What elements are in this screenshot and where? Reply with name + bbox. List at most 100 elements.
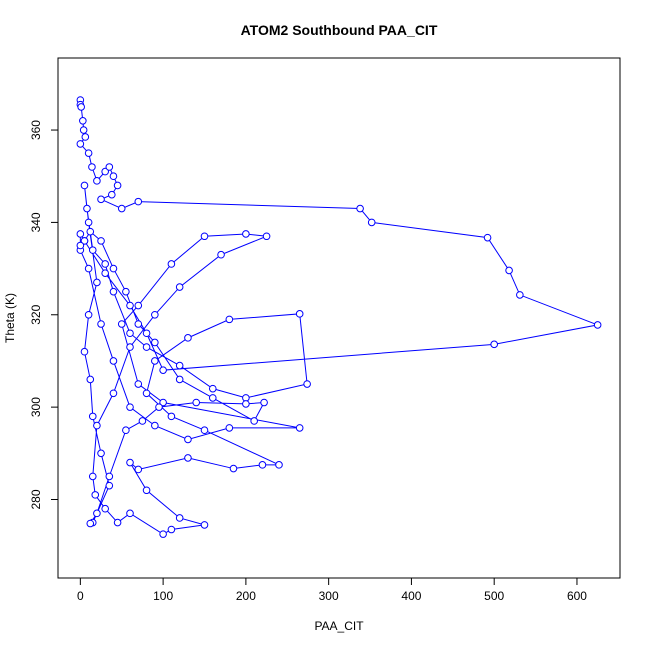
data-point — [109, 357, 118, 365]
data-point — [109, 264, 118, 273]
data-point — [295, 424, 304, 432]
y-tick-label: 340 — [29, 212, 43, 232]
data-point — [88, 472, 97, 481]
data-point — [303, 380, 311, 388]
data-point — [117, 204, 126, 213]
data-point — [200, 521, 209, 529]
data-point — [483, 233, 492, 242]
data-point — [142, 389, 151, 398]
data-point — [105, 472, 114, 481]
data-point — [122, 287, 130, 296]
data-point — [126, 329, 134, 338]
x-tick-label: 400 — [401, 589, 421, 603]
data-point — [84, 310, 93, 319]
plot-frame — [57, 57, 621, 579]
data-point — [225, 315, 234, 324]
data-point — [260, 398, 268, 407]
data-point — [84, 218, 93, 227]
data-point — [516, 291, 524, 299]
data-point — [126, 509, 134, 518]
data-point — [109, 389, 118, 398]
x-tick-label: 600 — [567, 589, 587, 603]
data-point — [242, 400, 250, 408]
x-tick-label: 200 — [236, 589, 256, 603]
data-point — [93, 278, 101, 287]
data-point — [225, 424, 234, 432]
data-point — [159, 530, 167, 538]
data-point — [490, 340, 498, 349]
data-point — [113, 518, 122, 527]
data-point — [80, 347, 89, 356]
data-point — [97, 449, 105, 458]
data-point — [88, 163, 96, 171]
data-point — [79, 126, 88, 134]
data-point — [155, 403, 163, 411]
data-point — [134, 320, 143, 328]
data-point — [142, 486, 151, 495]
data-point — [93, 421, 101, 430]
x-tick-label: 100 — [153, 589, 173, 603]
data-point — [262, 232, 271, 241]
data-point — [593, 321, 602, 329]
y-tick-label: 300 — [29, 397, 43, 417]
data-point — [151, 421, 159, 430]
data-point — [208, 384, 217, 393]
data-point — [79, 117, 87, 125]
data-point — [76, 140, 85, 148]
data-point — [107, 190, 116, 199]
data-point — [275, 461, 283, 469]
data-point — [88, 246, 97, 254]
data-point — [93, 177, 101, 185]
data-point — [86, 375, 95, 384]
data-point — [505, 266, 513, 275]
data-point — [76, 241, 85, 250]
data-point — [105, 481, 114, 490]
data-point — [250, 417, 258, 425]
data-point — [208, 394, 217, 402]
data-point — [175, 375, 184, 384]
data-point — [356, 204, 364, 213]
data-point — [105, 163, 114, 171]
data-point — [86, 519, 95, 528]
data-point — [113, 181, 122, 190]
data-point — [175, 283, 184, 291]
data-point — [151, 338, 159, 347]
data-point — [295, 310, 304, 318]
data-point — [77, 103, 85, 111]
data-point — [126, 343, 134, 351]
x-tick-label: 0 — [77, 589, 84, 603]
x-tick-label: 500 — [484, 589, 504, 603]
data-point — [126, 301, 134, 310]
data-point — [258, 461, 267, 469]
data-point — [175, 361, 184, 370]
data-point — [84, 149, 93, 157]
data-point — [184, 454, 192, 462]
data-point — [81, 133, 90, 141]
data-point — [142, 343, 151, 351]
chart-title: ATOM2 Southbound PAA_CIT — [241, 22, 438, 38]
data-point — [167, 412, 176, 421]
data-point — [109, 172, 118, 181]
y-axis-label: Theta (K) — [3, 293, 17, 343]
data-point — [122, 426, 130, 435]
data-point — [200, 232, 209, 241]
data-point — [101, 269, 109, 278]
data-point — [109, 287, 118, 296]
data-point — [151, 357, 159, 365]
data-point — [76, 230, 85, 238]
data-point — [93, 509, 101, 518]
data-point — [159, 398, 167, 407]
y-tick-label: 360 — [29, 120, 43, 140]
data-point — [184, 334, 192, 342]
data-point — [117, 320, 126, 328]
data-point — [86, 227, 95, 236]
data-point — [80, 181, 89, 190]
data-point — [134, 197, 143, 206]
data-point — [88, 412, 97, 421]
x-tick-label: 300 — [319, 589, 339, 603]
data-point — [167, 525, 176, 534]
data-point — [97, 237, 105, 245]
data-point — [159, 366, 167, 374]
